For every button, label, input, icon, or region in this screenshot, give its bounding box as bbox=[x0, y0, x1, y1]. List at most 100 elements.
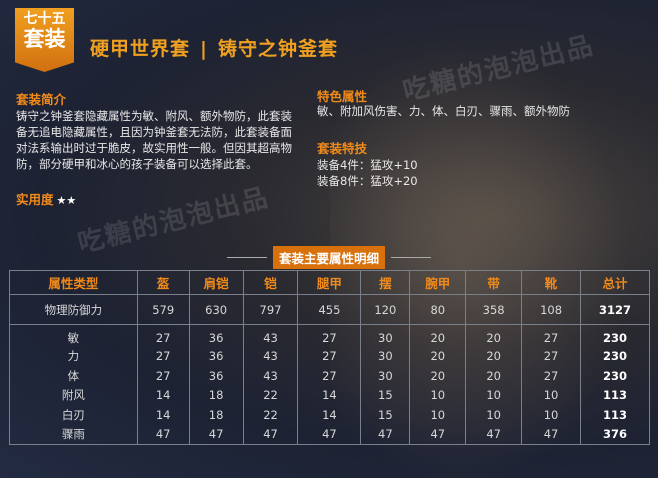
value-cell: 27 bbox=[137, 366, 190, 386]
value-cell: 10 bbox=[409, 385, 467, 405]
value-cell: 47 bbox=[297, 424, 362, 444]
value-cell: 47 bbox=[409, 424, 467, 444]
value-cell: 27 bbox=[137, 324, 190, 347]
value-cell: 10 bbox=[521, 385, 582, 405]
value-cell: 14 bbox=[297, 405, 362, 425]
column-header: 肩铠 bbox=[189, 270, 244, 295]
column-header: 属性类型 bbox=[9, 270, 138, 295]
value-cell: 18 bbox=[189, 405, 244, 425]
value-cell: 20 bbox=[465, 366, 523, 386]
attribute-name: 骤雨 bbox=[9, 424, 138, 444]
value-cell: 10 bbox=[465, 385, 523, 405]
column-header: 带 bbox=[465, 270, 523, 295]
value-cell: 10 bbox=[409, 405, 467, 425]
attribute-name: 白刃 bbox=[9, 405, 138, 425]
value-cell: 630 bbox=[189, 294, 244, 325]
value-cell: 797 bbox=[243, 294, 299, 325]
column-header: 盔 bbox=[137, 270, 190, 295]
value-cell: 30 bbox=[360, 366, 411, 386]
value-cell: 27 bbox=[297, 324, 362, 347]
value-cell: 455 bbox=[297, 294, 362, 325]
value-cell: 579 bbox=[137, 294, 190, 325]
divider bbox=[391, 257, 431, 258]
value-cell: 108 bbox=[521, 294, 582, 325]
attribute-table: 属性类型盔肩铠铠腿甲摆腕甲带靴总计 物理防御力 579 630 797 455 120 80… bbox=[9, 270, 650, 445]
intro-heading: 套装简介 bbox=[16, 92, 67, 107]
table-row: 附风 14 18 22 14 15 10 10 10 113 bbox=[9, 385, 650, 405]
value-cell: 43 bbox=[243, 346, 299, 366]
value-cell: 43 bbox=[243, 366, 299, 386]
table-row: 白刃 14 18 22 14 15 10 10 10 113 bbox=[9, 405, 650, 425]
column-header: 总计 bbox=[580, 270, 650, 295]
skill-item: 装备8件：猛攻+20 bbox=[317, 174, 418, 188]
value-cell: 27 bbox=[137, 346, 190, 366]
table-section-title: 套装主要属性明细 bbox=[0, 246, 658, 269]
title-category: 硬甲世界套 bbox=[90, 38, 191, 60]
total-cell: 376 bbox=[580, 424, 650, 444]
value-cell: 36 bbox=[189, 366, 244, 386]
features-text: 敏、附加风伤害、力、体、白刃、骤雨、额外物防 bbox=[317, 104, 570, 118]
intro-text: 铸守之钟釜套隐藏属性为敏、附风、额外物防，此套装备无追电隐藏属性，且因为钟釜套无… bbox=[16, 109, 292, 171]
value-cell: 18 bbox=[189, 385, 244, 405]
column-header: 靴 bbox=[521, 270, 582, 295]
level-badge: 七十五 套装 bbox=[15, 8, 74, 72]
column-header: 腿甲 bbox=[297, 270, 362, 295]
attribute-name: 附风 bbox=[9, 385, 138, 405]
value-cell: 30 bbox=[360, 324, 411, 347]
badge-label: 套装 bbox=[23, 27, 66, 51]
badge-level: 七十五 bbox=[23, 11, 66, 27]
value-cell: 10 bbox=[465, 405, 523, 425]
value-cell: 27 bbox=[297, 346, 362, 366]
total-cell: 230 bbox=[580, 324, 650, 347]
total-cell: 113 bbox=[580, 405, 650, 425]
table-title: 套装主要属性明细 bbox=[272, 246, 385, 269]
total-cell: 3127 bbox=[580, 294, 650, 325]
value-cell: 47 bbox=[137, 424, 190, 444]
value-cell: 43 bbox=[243, 324, 299, 347]
value-cell: 22 bbox=[243, 405, 299, 425]
column-header: 腕甲 bbox=[409, 270, 467, 295]
value-cell: 27 bbox=[521, 366, 582, 386]
value-cell: 47 bbox=[243, 424, 299, 444]
table-row: 物理防御力 579 630 797 455 120 80 358 108 3127 bbox=[9, 294, 650, 325]
value-cell: 14 bbox=[137, 405, 190, 425]
value-cell: 20 bbox=[409, 324, 467, 347]
value-cell: 36 bbox=[189, 346, 244, 366]
table-header-row: 属性类型盔肩铠铠腿甲摆腕甲带靴总计 bbox=[9, 270, 650, 295]
value-cell: 47 bbox=[189, 424, 244, 444]
value-cell: 27 bbox=[521, 324, 582, 347]
practicality: 实用度 ★★ bbox=[16, 189, 76, 208]
attribute-name: 体 bbox=[9, 366, 138, 386]
value-cell: 36 bbox=[189, 324, 244, 347]
value-cell: 20 bbox=[409, 366, 467, 386]
table-row: 骤雨 47 47 47 47 47 47 47 47 376 bbox=[9, 424, 650, 444]
total-cell: 230 bbox=[580, 346, 650, 366]
value-cell: 15 bbox=[360, 405, 411, 425]
value-cell: 10 bbox=[521, 405, 582, 425]
skills-heading: 套装特技 bbox=[317, 141, 368, 156]
skill-item: 装备4件：猛攻+10 bbox=[317, 158, 418, 172]
value-cell: 20 bbox=[465, 346, 523, 366]
value-cell: 47 bbox=[360, 424, 411, 444]
total-cell: 113 bbox=[580, 385, 650, 405]
features-heading: 特色属性 bbox=[317, 89, 368, 104]
title-separator: | bbox=[200, 38, 208, 60]
attribute-name: 力 bbox=[9, 346, 138, 366]
total-cell: 230 bbox=[580, 366, 650, 386]
column-header: 铠 bbox=[243, 270, 299, 295]
practicality-label: 实用度 bbox=[16, 192, 54, 207]
table-row: 体 27 36 43 27 30 20 20 27 230 bbox=[9, 366, 650, 386]
value-cell: 27 bbox=[521, 346, 582, 366]
attribute-name: 敏 bbox=[9, 324, 138, 347]
value-cell: 47 bbox=[465, 424, 523, 444]
value-cell: 20 bbox=[409, 346, 467, 366]
table-row: 敏 27 36 43 27 30 20 20 27 230 bbox=[9, 324, 650, 347]
value-cell: 14 bbox=[297, 385, 362, 405]
value-cell: 14 bbox=[137, 385, 190, 405]
title-set-name: 铸守之钟釜套 bbox=[217, 38, 338, 60]
value-cell: 15 bbox=[360, 385, 411, 405]
column-header: 摆 bbox=[360, 270, 411, 295]
star-rating-icon: ★★ bbox=[56, 194, 77, 207]
value-cell: 22 bbox=[243, 385, 299, 405]
attribute-name: 物理防御力 bbox=[9, 294, 138, 325]
